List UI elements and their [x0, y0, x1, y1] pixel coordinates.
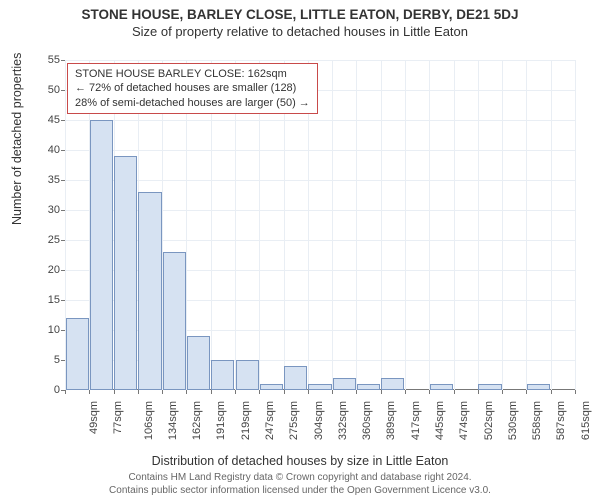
- x-tick-label: 615sqm: [580, 401, 592, 440]
- x-tick-label: 558sqm: [531, 401, 543, 440]
- x-tick-label: 587sqm: [556, 401, 568, 440]
- grid-line-v: [405, 60, 406, 390]
- x-tick-mark: [405, 390, 406, 394]
- page-subtitle: Size of property relative to detached ho…: [0, 24, 600, 41]
- page-title: STONE HOUSE, BARLEY CLOSE, LITTLE EATON,…: [0, 0, 600, 24]
- grid-line-v: [429, 60, 430, 390]
- y-tick-label: 25: [30, 234, 60, 246]
- x-tick-mark: [259, 390, 260, 394]
- histogram-chart: 051015202530354045505549sqm77sqm106sqm13…: [65, 60, 575, 390]
- x-tick-mark: [356, 390, 357, 394]
- x-tick-mark: [332, 390, 333, 394]
- histogram-bar: [308, 384, 331, 390]
- x-tick-mark: [65, 390, 66, 394]
- x-tick-label: 49sqm: [88, 401, 100, 434]
- histogram-bar: [381, 378, 404, 390]
- grid-line-h: [65, 60, 575, 61]
- y-tick-label: 50: [30, 84, 60, 96]
- x-tick-mark: [211, 390, 212, 394]
- attribution-line-1: Contains HM Land Registry data © Crown c…: [0, 472, 600, 485]
- y-tick-label: 40: [30, 144, 60, 156]
- x-tick-mark: [551, 390, 552, 394]
- histogram-bar: [478, 384, 501, 390]
- x-tick-label: 360sqm: [361, 401, 373, 440]
- grid-line-v: [575, 60, 576, 390]
- x-tick-mark: [478, 390, 479, 394]
- histogram-bar: [527, 384, 550, 390]
- histogram-bar: [236, 360, 259, 390]
- x-tick-mark: [381, 390, 382, 394]
- grid-line-v: [478, 60, 479, 390]
- x-tick-mark: [308, 390, 309, 394]
- histogram-bar: [66, 318, 89, 390]
- y-tick-label: 55: [30, 54, 60, 66]
- grid-line-v: [551, 60, 552, 390]
- x-tick-mark: [162, 390, 163, 394]
- x-tick-label: 191sqm: [216, 401, 228, 440]
- x-tick-label: 502sqm: [483, 401, 495, 440]
- x-tick-mark: [235, 390, 236, 394]
- x-tick-mark: [575, 390, 576, 394]
- grid-line-v: [502, 60, 503, 390]
- x-tick-label: 445sqm: [434, 401, 446, 440]
- grid-line-v: [454, 60, 455, 390]
- x-tick-label: 219sqm: [240, 401, 252, 440]
- x-tick-mark: [284, 390, 285, 394]
- annotation-line-3: 28% of semi-detached houses are larger (…: [75, 96, 310, 110]
- annotation-line-1: STONE HOUSE BARLEY CLOSE: 162sqm: [75, 67, 310, 81]
- attribution-line-2: Contains public sector information licen…: [0, 485, 600, 498]
- x-tick-mark: [502, 390, 503, 394]
- x-tick-label: 389sqm: [386, 401, 398, 440]
- grid-line-h: [65, 180, 575, 181]
- histogram-bar: [357, 384, 380, 390]
- histogram-bar: [163, 252, 186, 390]
- annotation-box: STONE HOUSE BARLEY CLOSE: 162sqm ← 72% o…: [67, 63, 318, 114]
- y-tick-label: 0: [30, 384, 60, 396]
- x-tick-label: 106sqm: [143, 401, 155, 440]
- x-tick-mark: [454, 390, 455, 394]
- x-axis-label: Distribution of detached houses by size …: [0, 454, 600, 468]
- y-tick-label: 20: [30, 264, 60, 276]
- x-tick-label: 304sqm: [313, 401, 325, 440]
- attribution-text: Contains HM Land Registry data © Crown c…: [0, 472, 600, 497]
- y-tick-label: 30: [30, 204, 60, 216]
- x-tick-mark: [429, 390, 430, 394]
- grid-line-v: [526, 60, 527, 390]
- x-tick-label: 530sqm: [507, 401, 519, 440]
- x-tick-label: 77sqm: [112, 401, 124, 434]
- x-tick-label: 162sqm: [191, 401, 203, 440]
- x-tick-mark: [114, 390, 115, 394]
- grid-line-h: [65, 150, 575, 151]
- grid-line-v: [381, 60, 382, 390]
- y-axis-label: Number of detached properties: [10, 53, 24, 225]
- x-tick-label: 417sqm: [410, 401, 422, 440]
- x-tick-label: 474sqm: [458, 401, 470, 440]
- histogram-bar: [114, 156, 137, 390]
- grid-line-v: [332, 60, 333, 390]
- histogram-bar: [333, 378, 356, 390]
- y-tick-label: 15: [30, 294, 60, 306]
- histogram-bar: [260, 384, 283, 390]
- y-tick-label: 35: [30, 174, 60, 186]
- x-tick-mark: [186, 390, 187, 394]
- x-tick-mark: [89, 390, 90, 394]
- x-tick-label: 247sqm: [264, 401, 276, 440]
- y-tick-label: 45: [30, 114, 60, 126]
- y-tick-label: 10: [30, 324, 60, 336]
- histogram-bar: [90, 120, 113, 390]
- x-tick-mark: [138, 390, 139, 394]
- grid-line-h: [65, 120, 575, 121]
- histogram-bar: [138, 192, 161, 390]
- x-tick-label: 275sqm: [288, 401, 300, 440]
- x-tick-label: 134sqm: [167, 401, 179, 440]
- histogram-bar: [284, 366, 307, 390]
- y-tick-label: 5: [30, 354, 60, 366]
- histogram-bar: [430, 384, 453, 390]
- histogram-bar: [187, 336, 210, 390]
- annotation-line-2: ← 72% of detached houses are smaller (12…: [75, 81, 310, 95]
- grid-line-v: [356, 60, 357, 390]
- x-tick-mark: [526, 390, 527, 394]
- histogram-bar: [211, 360, 234, 390]
- x-tick-label: 332sqm: [337, 401, 349, 440]
